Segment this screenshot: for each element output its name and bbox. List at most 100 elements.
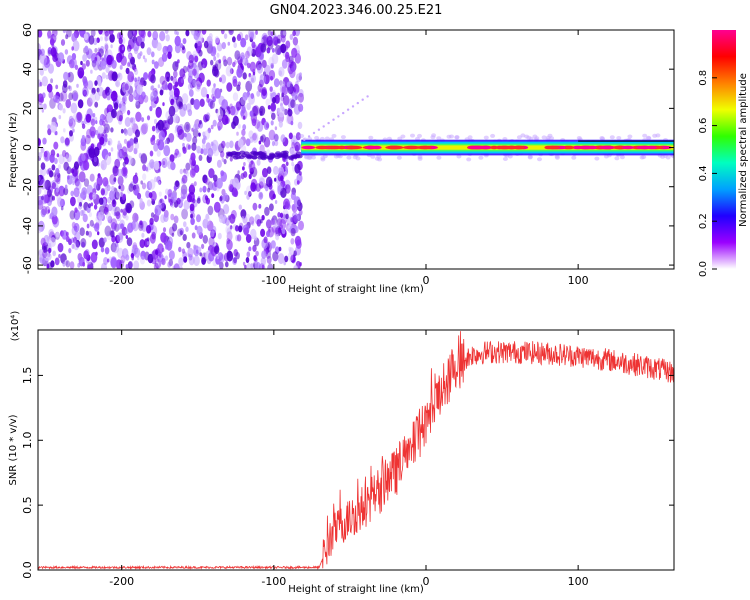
- noise-speck: [146, 225, 152, 234]
- noise-speck: [112, 165, 119, 177]
- noise-speck: [145, 190, 151, 199]
- noise-speck: [82, 54, 87, 62]
- noise-speck: [127, 127, 133, 137]
- noise-speck: [271, 140, 276, 147]
- noise-speck: [219, 77, 222, 83]
- noise-speck: [204, 179, 208, 185]
- noise-speck: [218, 214, 224, 223]
- noise-speck: [116, 95, 121, 103]
- noise-speck: [240, 63, 243, 68]
- noise-speck: [237, 138, 244, 148]
- noise-speck: [211, 193, 215, 199]
- noise-speck: [179, 106, 186, 117]
- band-halo: [571, 155, 577, 160]
- noise-speck: [265, 122, 270, 129]
- diagonal-trace-dot: [307, 135, 311, 138]
- band-halo: [655, 133, 661, 138]
- noise-speck: [289, 67, 296, 79]
- noise-speck: [162, 161, 166, 166]
- noise-speck: [242, 115, 246, 120]
- noise-speck: [220, 170, 225, 177]
- noise-speck: [203, 148, 208, 156]
- noise-speck: [100, 36, 103, 42]
- noise-speck: [132, 174, 139, 184]
- noise-speck: [183, 221, 187, 228]
- noise-speck: [216, 177, 223, 189]
- noise-speck: [170, 213, 175, 221]
- noise-speck: [80, 209, 84, 217]
- noise-speck: [246, 46, 253, 57]
- noise-speck: [251, 41, 256, 49]
- noise-speck: [113, 177, 117, 182]
- noise-speck: [41, 108, 44, 113]
- noise-speck: [265, 74, 270, 82]
- noise-speck: [110, 127, 114, 133]
- noise-speck: [255, 30, 258, 35]
- noise-speck: [160, 232, 167, 243]
- noise-speck: [151, 125, 156, 132]
- noise-speck: [217, 125, 221, 131]
- noise-speck: [38, 175, 41, 182]
- noise-speck: [64, 152, 70, 159]
- noise-speck: [193, 123, 198, 132]
- noise-speck: [229, 103, 233, 109]
- noise-speck: [174, 35, 181, 47]
- noise-speck: [140, 180, 143, 185]
- noise-speck: [282, 30, 287, 36]
- noise-speck: [130, 117, 136, 125]
- noise-speck: [274, 94, 281, 104]
- noise-speck: [94, 92, 101, 102]
- noise-speck: [191, 232, 196, 239]
- noise-speck: [196, 214, 201, 223]
- noise-speck: [277, 227, 282, 234]
- noise-speck: [156, 150, 161, 157]
- noise-speck: [258, 203, 262, 209]
- noise-speck: [38, 226, 42, 234]
- band-halo: [467, 135, 473, 140]
- noise-speck: [221, 42, 226, 50]
- band-halo: [314, 135, 320, 140]
- noise-speck: [184, 169, 188, 175]
- band-halo: [547, 133, 553, 138]
- noise-speck: [274, 140, 279, 147]
- noise-speck: [269, 203, 274, 212]
- noise-speck: [43, 151, 48, 158]
- noise-speck: [210, 124, 214, 130]
- noise-speck: [71, 32, 78, 43]
- noise-speck: [67, 175, 70, 180]
- noise-speck: [232, 61, 236, 68]
- noise-speck: [38, 138, 41, 146]
- noise-speck: [47, 35, 51, 40]
- noise-speck: [159, 75, 166, 85]
- noise-speck: [294, 30, 301, 37]
- band-halo: [616, 136, 622, 140]
- noise-speck: [220, 150, 225, 158]
- noise-speck: [170, 161, 176, 171]
- noise-speck: [60, 39, 66, 46]
- noise-speck: [96, 75, 102, 85]
- noise-speck: [220, 107, 226, 117]
- noise-speck: [297, 92, 304, 103]
- noise-speck: [214, 36, 220, 44]
- noise-speck: [121, 166, 128, 177]
- noise-speck: [188, 60, 194, 70]
- noise-speck: [118, 37, 123, 45]
- noise-speck: [93, 182, 99, 190]
- noise-speck: [280, 180, 286, 188]
- noise-speck: [117, 142, 122, 151]
- noise-speck: [65, 34, 69, 40]
- noise-speck: [192, 68, 197, 77]
- noise-speck: [221, 99, 228, 110]
- band-halo: [456, 154, 462, 159]
- noise-speck: [76, 112, 82, 121]
- noise-speck: [139, 201, 142, 206]
- noise-speck: [263, 136, 271, 148]
- snr-ytick-label: 0.5: [21, 496, 34, 514]
- colorbar-gradient: [712, 30, 736, 269]
- noise-speck: [82, 213, 88, 223]
- noise-speck: [181, 208, 189, 220]
- noise-speck: [112, 242, 120, 254]
- noise-speck: [118, 185, 121, 190]
- band-halo: [627, 134, 633, 139]
- noise-speck: [51, 206, 58, 217]
